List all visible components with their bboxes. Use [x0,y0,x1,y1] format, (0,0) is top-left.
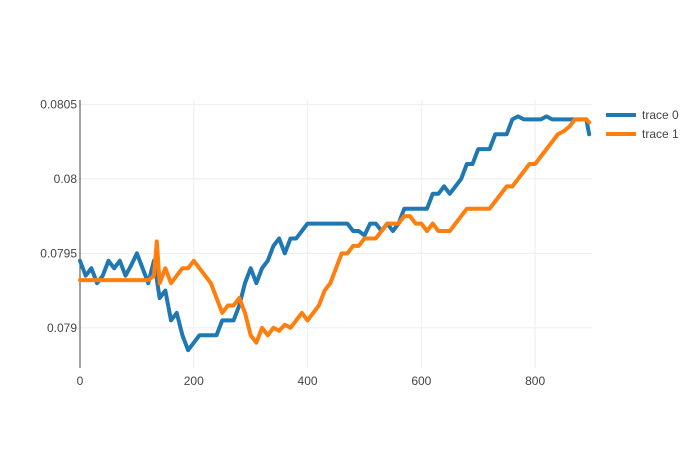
y-tick-label: 0.079 [47,321,77,335]
y-tick-label: 0.08 [54,172,78,186]
x-tick-label: 200 [184,374,204,388]
x-tick-label: 400 [298,374,318,388]
legend-item-trace-1[interactable]: trace 1 [606,127,679,141]
y-tick-label: 0.0795 [40,246,77,260]
axis-layer: 0 200 400 600 800 0.079 0.0795 0.08 0.0805 [40,97,545,388]
legend-label: trace 1 [642,127,679,141]
series-layer [78,114,592,353]
legend-label: trace 0 [642,108,679,122]
legend-item-trace-0[interactable]: trace 0 [606,108,679,122]
legend[interactable]: trace 0 trace 1 [606,108,679,141]
series-line-trace-1[interactable] [78,117,592,345]
series-line-trace-0[interactable] [78,114,592,353]
x-tick-label: 800 [525,374,545,388]
x-tick-label: 0 [77,374,84,388]
y-tick-label: 0.0805 [40,97,77,111]
grid-layer [80,100,592,368]
x-tick-label: 600 [411,374,431,388]
